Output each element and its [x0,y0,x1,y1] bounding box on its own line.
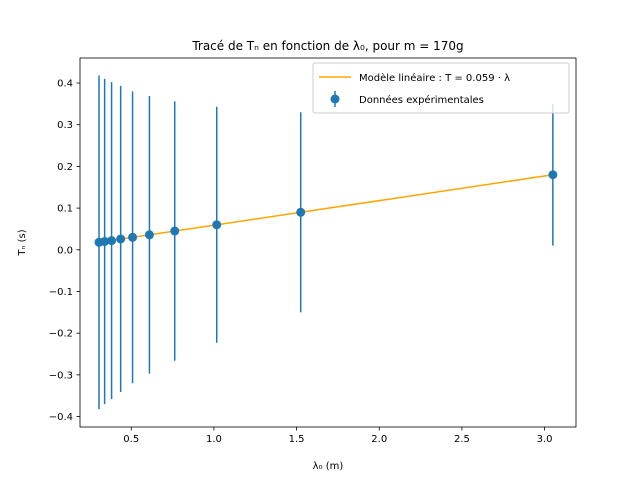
legend-swatch-marker [330,94,340,104]
x-tick-label: 2.0 [371,434,387,445]
data-point [128,232,138,242]
data-point [100,236,110,246]
legend-box [312,62,570,114]
ticks: 0.5 1.0 1.5 2.0 2.5 3.0 −0.4 −0.3 −0.2 −0.1 0.0 0.1… [49,79,553,445]
x-tick-label: 1.5 [289,434,305,445]
x-tick-label: 1.0 [206,434,222,445]
y-tick-label: −0.3 [49,370,73,381]
x-tick-label: 3.0 [537,434,553,445]
data-point [212,220,222,230]
data-point [296,207,306,217]
y-tick-label: 0.0 [57,245,73,256]
data-point [107,236,117,246]
y-tick-label: −0.4 [49,412,73,423]
x-tick-label: 0.5 [123,434,139,445]
chart-title: Tracé de Tₙ en fonction de λ₀, pour m = … [191,39,463,53]
y-tick-label: −0.2 [49,329,73,340]
x-axis-label: λ₀ (m) [313,461,344,472]
legend-label-data: Données expérimentales [359,94,484,106]
y-tick-label: 0.4 [57,79,73,90]
data-point [170,226,180,236]
data-point [548,170,558,180]
data-point [144,230,154,240]
legend-label-model: Modèle linéaire : T = 0.059 · λ [359,72,510,84]
y-tick-label: −0.1 [49,287,73,298]
y-axis-label: Tₙ (s) [17,229,28,256]
y-tick-label: 0.1 [57,204,73,215]
y-tick-label: 0.3 [57,120,73,131]
x-tick-label: 2.5 [454,434,470,445]
plot-area [94,75,558,410]
y-tick-label: 0.2 [57,162,73,173]
legend: Modèle linéaire : T = 0.059 · λ Données … [312,62,570,114]
axes-frame [79,57,577,428]
data-point [116,234,126,244]
